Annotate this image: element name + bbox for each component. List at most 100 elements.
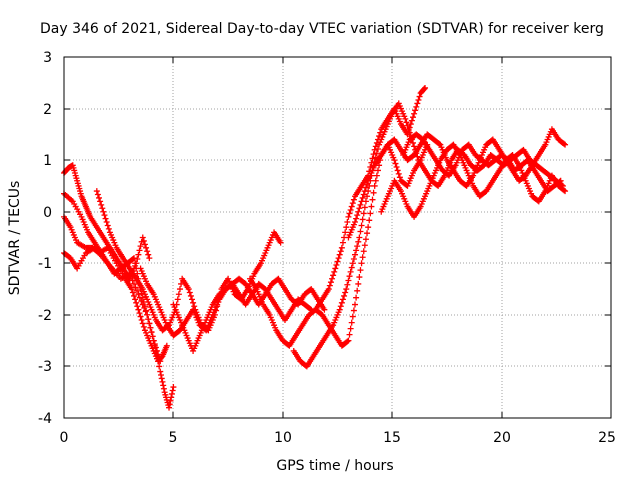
data-point — [373, 172, 380, 179]
data-point — [326, 282, 333, 289]
data-point — [144, 248, 151, 255]
data-point — [166, 401, 173, 408]
y-tick-label: 1 — [43, 153, 52, 169]
data-point — [353, 247, 360, 254]
data-point — [97, 198, 104, 205]
data-point — [402, 115, 409, 122]
data-point — [367, 210, 374, 217]
data-point — [364, 193, 371, 200]
data-point — [133, 260, 140, 267]
data-point — [143, 307, 150, 314]
data-point — [361, 204, 368, 211]
x-axis-label: GPS time / hours — [276, 458, 393, 474]
data-point — [347, 325, 354, 332]
data-point — [135, 291, 142, 298]
data-point — [408, 117, 415, 124]
data-point — [361, 242, 368, 249]
data-point — [396, 174, 403, 181]
data-point — [348, 203, 355, 210]
data-point — [392, 160, 399, 167]
data-point — [131, 255, 138, 262]
data-point — [96, 194, 103, 201]
data-point — [159, 378, 166, 385]
y-tick-label: -3 — [38, 359, 52, 375]
data-point — [361, 188, 368, 195]
data-point — [349, 200, 356, 207]
data-point — [174, 296, 181, 303]
data-point — [158, 375, 165, 382]
y-tick-label: 3 — [43, 50, 52, 66]
data-point — [133, 287, 140, 294]
data-point — [170, 384, 177, 391]
data-point — [153, 347, 160, 354]
data-point — [168, 394, 175, 401]
chart-title: Day 346 of 2021, Sidereal Day-to-day VTE… — [40, 21, 604, 37]
data-point — [350, 255, 357, 262]
y-axis-label: SDTVAR / TECUs — [7, 181, 23, 296]
data-point — [356, 234, 363, 241]
data-point — [373, 150, 380, 157]
data-point — [345, 277, 352, 284]
data-point — [103, 219, 110, 226]
x-tick-label: 0 — [60, 430, 69, 446]
data-point — [356, 205, 363, 212]
data-point — [187, 292, 194, 299]
data-point — [391, 157, 398, 164]
data-point — [146, 255, 153, 262]
data-point — [367, 164, 374, 171]
data-point — [415, 96, 422, 103]
data-point — [131, 280, 138, 287]
data-point — [347, 206, 354, 213]
data-point — [414, 100, 421, 107]
data-point — [345, 213, 352, 220]
y-tick-label: -4 — [38, 411, 52, 427]
data-point — [395, 170, 402, 177]
data-point — [556, 178, 563, 185]
data-point — [371, 146, 378, 153]
data-point — [359, 216, 366, 223]
data-point — [360, 248, 367, 255]
data-point — [321, 306, 328, 313]
data-point — [359, 194, 366, 201]
data-point — [185, 286, 192, 293]
data-point — [152, 344, 159, 351]
data-point — [156, 363, 163, 370]
data-point — [354, 287, 361, 294]
data-point — [167, 397, 174, 404]
x-tick-label: 25 — [598, 430, 616, 446]
data-point — [412, 107, 419, 114]
data-point — [145, 251, 152, 258]
data-point — [414, 153, 421, 160]
series-arc-5 — [93, 188, 284, 334]
data-point — [350, 196, 357, 203]
data-point — [134, 255, 141, 262]
data-point — [169, 387, 176, 394]
data-point — [338, 299, 345, 306]
data-point — [336, 306, 343, 313]
data-point — [562, 188, 569, 195]
data-point — [350, 307, 357, 314]
data-point — [357, 267, 364, 274]
data-point — [136, 247, 143, 254]
data-point — [139, 320, 146, 327]
data-point — [147, 324, 154, 331]
data-point — [134, 303, 141, 310]
data-point — [343, 224, 350, 231]
data-point — [156, 354, 163, 361]
data-point — [160, 382, 167, 389]
data-point — [362, 184, 369, 191]
data-point — [132, 296, 139, 303]
data-point — [346, 273, 353, 280]
y-tick-labels: -4 -3 -2 -1 0 1 2 3 — [38, 50, 52, 427]
data-point — [138, 317, 145, 324]
axis-ticks — [63, 56, 612, 419]
data-point — [149, 333, 156, 340]
data-point — [136, 310, 143, 317]
data-point — [148, 329, 155, 336]
data-point — [157, 358, 164, 365]
data-point — [353, 294, 360, 301]
data-point — [354, 212, 361, 219]
data-point — [346, 210, 353, 217]
data-point — [377, 129, 384, 136]
